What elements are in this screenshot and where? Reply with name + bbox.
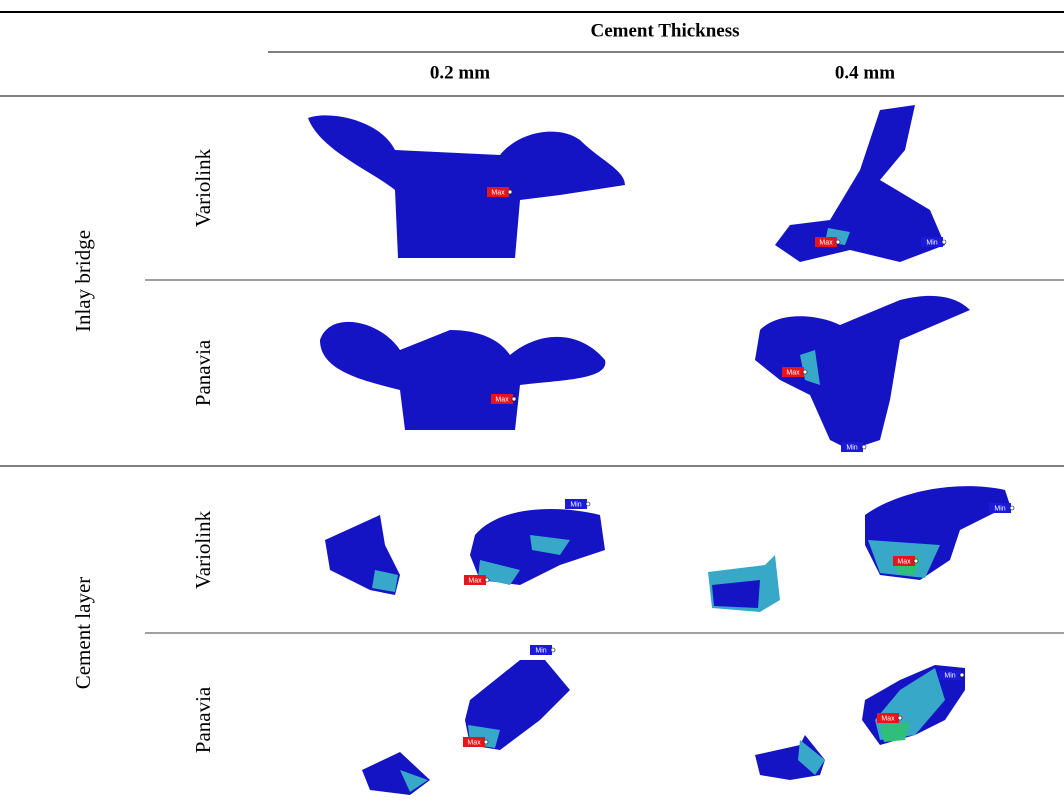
row-label: Variolink — [191, 510, 215, 589]
marker-label: Min — [926, 239, 937, 246]
marker-label: Min — [994, 505, 1005, 512]
marker-point — [1010, 506, 1014, 510]
marker-point — [484, 740, 488, 744]
column-header: 0.2 mm — [430, 62, 490, 83]
marker-point — [836, 240, 840, 244]
marker-point — [803, 370, 807, 374]
marker-point — [512, 397, 516, 401]
marker-label: Max — [881, 715, 895, 722]
marker-label: Max — [491, 189, 505, 196]
group-label: Inlay bridge — [71, 230, 95, 332]
marker-label: Min — [535, 647, 546, 654]
marker-point — [586, 502, 590, 506]
models — [308, 105, 1010, 795]
table-figure: Cement Thickness 0.2 mm 0.4 mm Inlay bri… — [0, 0, 1064, 812]
marker-label: Max — [467, 739, 481, 746]
marker-label: Max — [495, 396, 509, 403]
marker-label: Max — [819, 239, 833, 246]
marker-point — [960, 673, 964, 677]
marker-point — [914, 559, 918, 563]
marker-point — [508, 190, 512, 194]
marker-point — [862, 445, 866, 449]
marker-label: Max — [897, 558, 911, 565]
marker-point — [485, 578, 489, 582]
column-header: 0.4 mm — [835, 62, 895, 83]
marker-point — [898, 716, 902, 720]
marker-label: Max — [786, 369, 800, 376]
row-label: Variolink — [191, 148, 215, 227]
marker-label: Min — [570, 501, 581, 508]
marker-label: Min — [944, 672, 955, 679]
group-label: Cement layer — [71, 577, 95, 690]
marker-label: Max — [468, 577, 482, 584]
row-label: Panavia — [191, 339, 215, 406]
marker-label: Min — [846, 444, 857, 451]
marker-point — [551, 648, 555, 652]
row-label: Panavia — [191, 686, 215, 753]
marker-point — [942, 240, 946, 244]
header: Cement Thickness — [590, 20, 739, 41]
